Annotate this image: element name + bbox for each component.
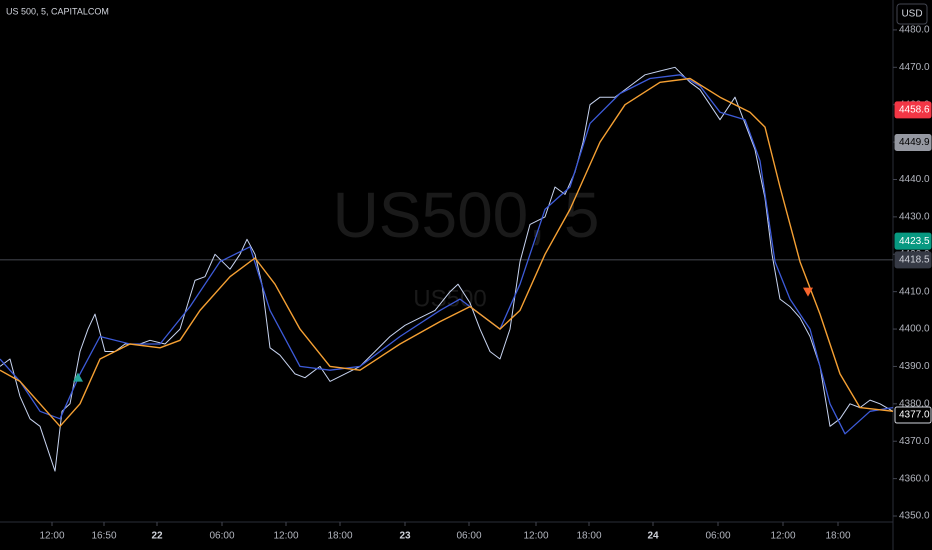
- price-label-text: 4418.5: [899, 255, 930, 266]
- x-tick-label: 12:00: [39, 531, 64, 542]
- x-tick-label: 18:00: [576, 531, 601, 542]
- y-tick-label: 4430.0: [899, 212, 930, 223]
- currency-button[interactable]: [896, 3, 928, 25]
- y-tick-label: 4400.0: [899, 324, 930, 335]
- currency[interactable]: USD: [901, 9, 922, 20]
- price-label: [894, 251, 932, 269]
- signal-marker: [803, 287, 813, 297]
- series-line: [0, 66, 894, 472]
- watermark: US500, 5: [333, 179, 600, 251]
- signal-marker: [73, 372, 83, 382]
- x-tick-label: 18:00: [825, 531, 850, 542]
- price-label-text: 4423.5: [899, 236, 930, 247]
- watermark-sub: US500: [413, 285, 486, 312]
- y-tick-label: 4390.0: [899, 361, 930, 372]
- y-tick-label: 4410.0: [899, 286, 930, 297]
- price-label-text: 4458.6: [899, 105, 930, 116]
- y-tick-label: 4470.0: [899, 62, 930, 73]
- x-tick-label: 12:00: [273, 531, 298, 542]
- price-label: [894, 232, 932, 250]
- x-tick-label: 12:00: [770, 531, 795, 542]
- y-tick-label: 4360.0: [899, 473, 930, 484]
- y-tick-label: 4440.0: [899, 174, 930, 185]
- x-tick-label: 06:00: [705, 531, 730, 542]
- y-tick-label: 4350.0: [899, 511, 930, 522]
- y-tick-label: 4380.0: [899, 398, 930, 409]
- series-line: [0, 74, 894, 435]
- price-label: [894, 101, 932, 119]
- x-tick-label: 12:00: [523, 531, 548, 542]
- x-tick-label: 16:50: [91, 531, 116, 542]
- x-tick-label: 18:00: [327, 531, 352, 542]
- y-tick-label: 4370.0: [899, 436, 930, 447]
- price-label: [894, 406, 932, 424]
- price-label-text: 4449.9: [899, 137, 930, 148]
- price-label-text: 4377.0: [899, 410, 930, 421]
- x-tick-label: 24: [647, 531, 659, 542]
- price-label: [894, 133, 932, 151]
- x-tick-label: 23: [399, 531, 411, 542]
- y-tick-label: 4480.0: [899, 25, 930, 36]
- x-tick-label: 06:00: [209, 531, 234, 542]
- x-tick-label: 06:00: [456, 531, 481, 542]
- series-line: [0, 77, 894, 427]
- x-tick-label: 22: [151, 531, 163, 542]
- chart-title: US 500, 5, CAPITALCOM: [6, 6, 109, 16]
